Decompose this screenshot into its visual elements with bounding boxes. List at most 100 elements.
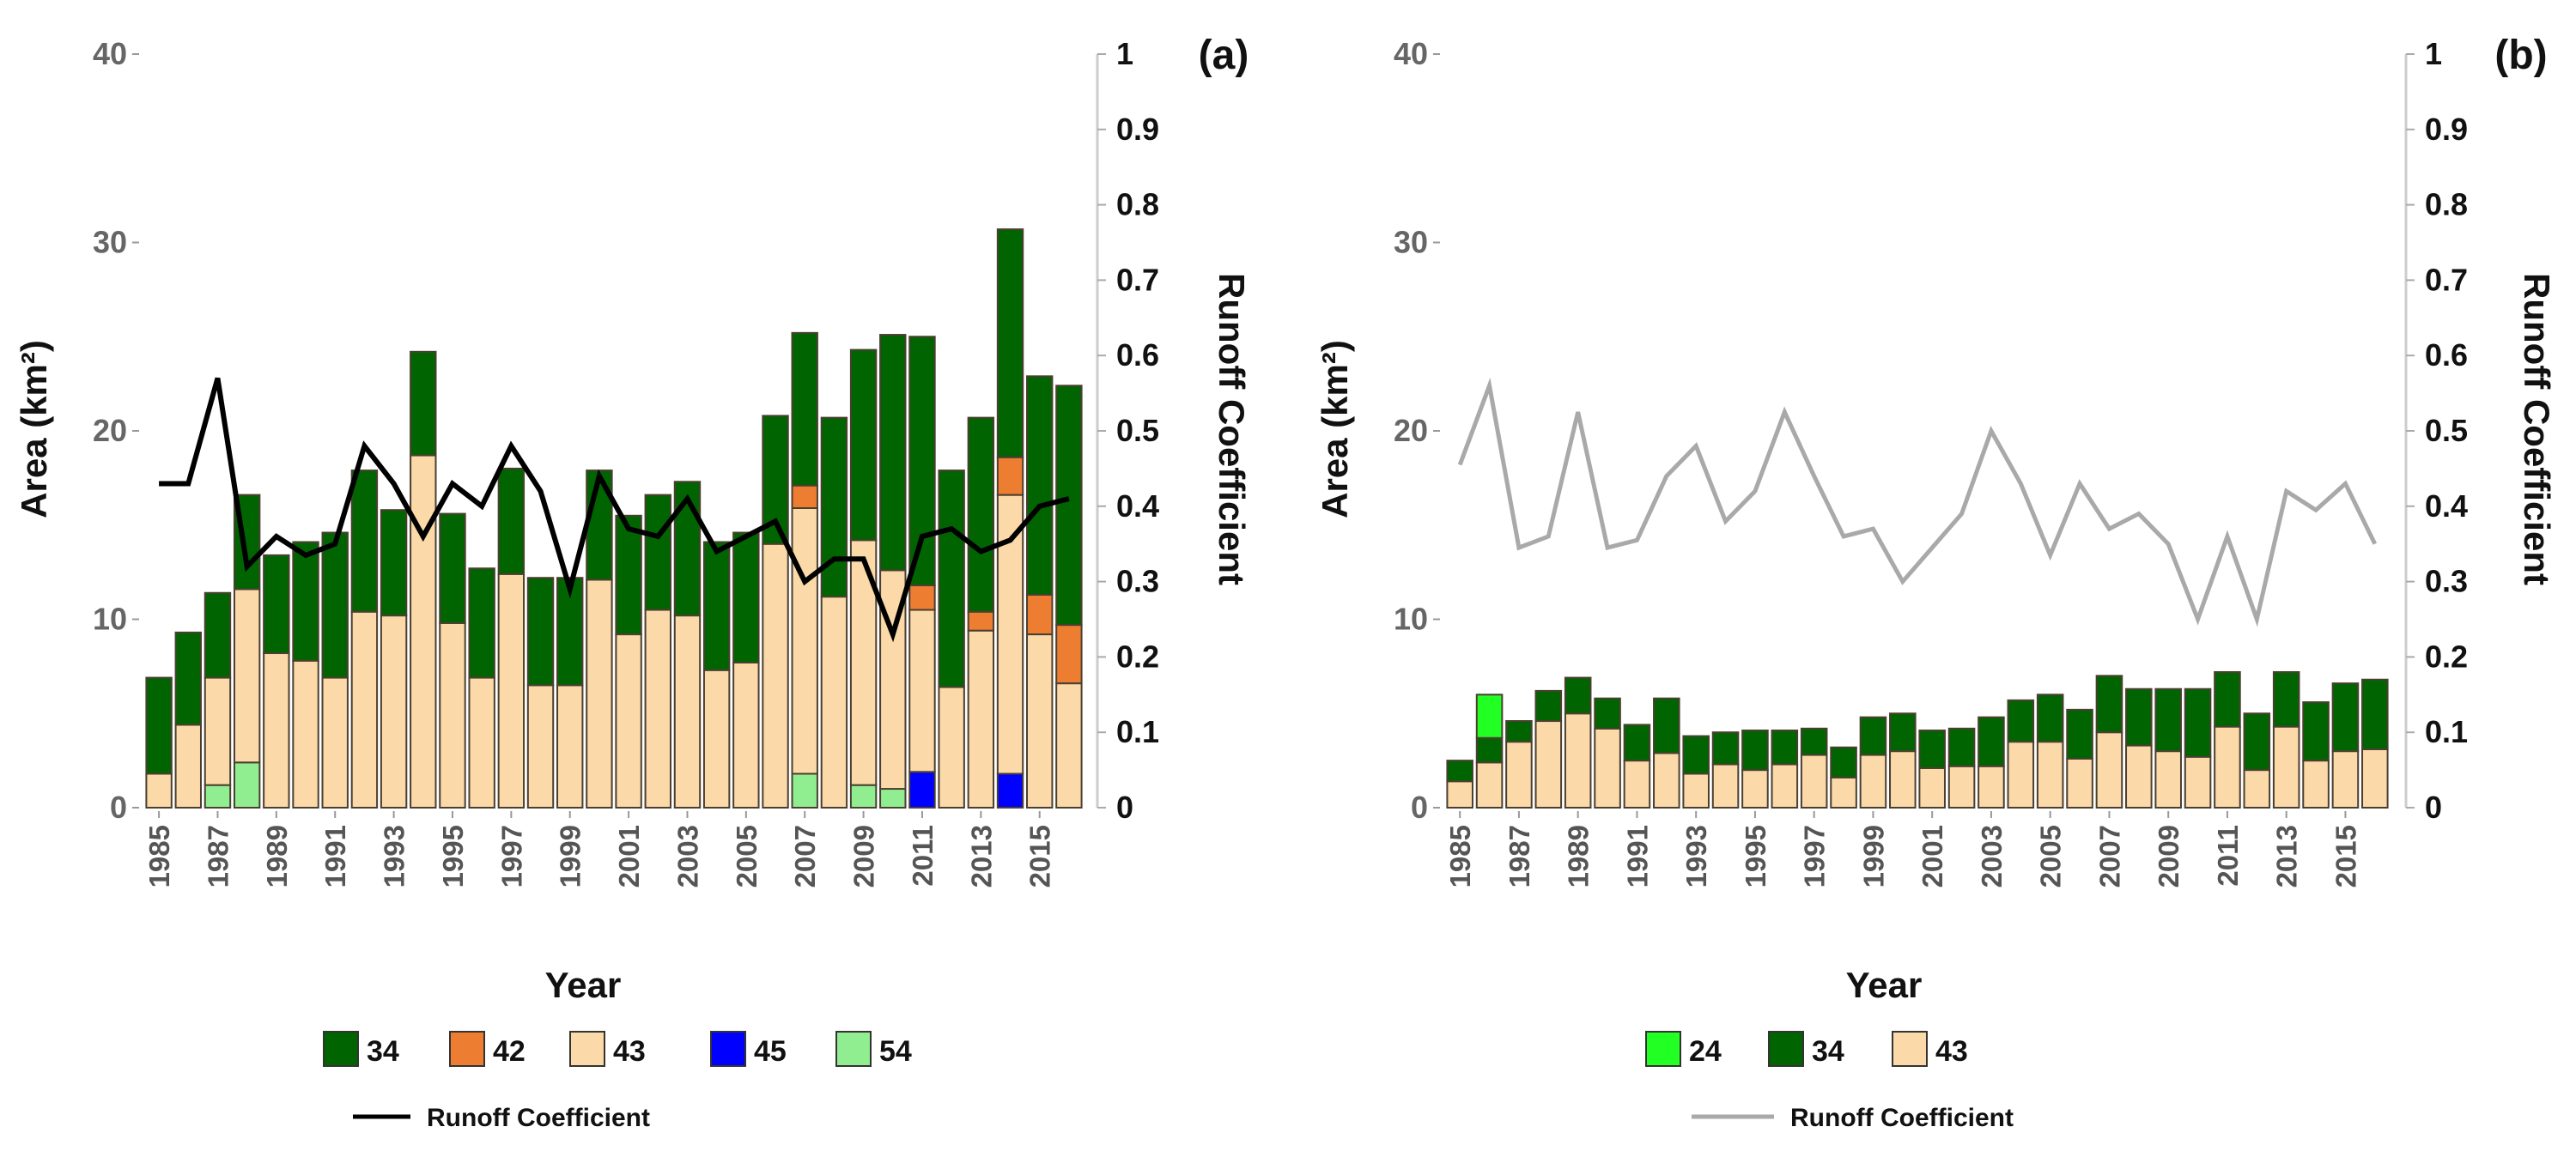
x-tick-label: 2005: [2035, 825, 2067, 887]
bar-segment-43: [292, 659, 319, 809]
y2-tick-label: 0.7: [1116, 262, 1159, 297]
bar-segment-43: [526, 684, 555, 809]
bar-segment-34: [820, 416, 848, 598]
bar-segment-54: [879, 788, 907, 809]
y2-tick-label: 1: [2425, 36, 2442, 71]
bar-segment-43: [2331, 750, 2360, 809]
bar-segment-43: [1978, 765, 2005, 809]
bar-segment-34: [439, 512, 466, 624]
y2-axis-title: Runoff Coefficient: [1212, 273, 1252, 585]
bar-segment-43: [1534, 720, 1563, 809]
y2-tick-label: 0.2: [2425, 639, 2468, 674]
y2-tick-label: 0.4: [2425, 488, 2468, 524]
bar-segment-43: [702, 669, 731, 809]
bar-segment-34: [967, 416, 995, 613]
bar-segment-34: [1859, 716, 1887, 756]
bar-segment-34: [1055, 385, 1083, 627]
bar-segment-43: [1623, 760, 1651, 809]
bar-segment-43: [732, 661, 760, 809]
bar-segment-43: [2214, 725, 2241, 809]
x-tick-label: 2013: [965, 825, 997, 887]
legend-swatch-42: [449, 1031, 485, 1067]
bar-segment-54: [791, 772, 818, 809]
x-tick-label: 1997: [1799, 825, 1831, 887]
y-axis-title: Area (km²): [14, 340, 54, 518]
bar-segment-34: [1978, 716, 2005, 767]
x-tick-label: 2001: [1917, 825, 1948, 887]
bar-segment-24: [1475, 694, 1504, 739]
bar-segment-43: [791, 506, 818, 775]
y2-tick-label: 0.5: [1116, 413, 1159, 448]
bar-segment-43: [2095, 731, 2123, 809]
bar-segment-43: [2243, 769, 2271, 809]
bar-segment-43: [204, 676, 232, 786]
bar-segment-43: [2036, 741, 2064, 809]
bar-segment-34: [1682, 735, 1710, 775]
y2-tick-label: 0.1: [2425, 714, 2468, 749]
y2-tick-label: 0.1: [1116, 714, 1159, 749]
bar-segment-34: [1800, 727, 1828, 756]
bar-segment-42: [908, 584, 936, 611]
bar-segment-54: [849, 784, 878, 809]
bar-segment-43: [1741, 769, 1769, 809]
y-tick-label: 30: [93, 225, 127, 260]
bar-segment-42: [967, 610, 995, 632]
x-tick-label: 2007: [789, 825, 821, 887]
x-tick-label: 2011: [2212, 825, 2244, 887]
x-axis-title: Year: [545, 965, 622, 1005]
x-tick-label: 2003: [671, 825, 703, 887]
bar-segment-34: [644, 494, 671, 611]
bar-segment-42: [1026, 593, 1054, 636]
bar-segment-43: [1653, 752, 1680, 809]
bar-segment-34: [2331, 682, 2360, 753]
runoff-coefficient-line: [159, 377, 1070, 643]
bar-segment-43: [556, 684, 584, 809]
x-tick-label: 2005: [731, 825, 762, 887]
x-tick-label: 2013: [2271, 825, 2303, 887]
bar-segment-43: [233, 588, 261, 764]
x-tick-label: 1991: [1621, 825, 1653, 887]
y2-tick-label: 0: [1116, 790, 1133, 825]
legend-swatch-43: [1892, 1031, 1928, 1067]
bar-segment-34: [996, 228, 1024, 458]
bar-segment-45: [908, 771, 936, 809]
y-tick-label: 10: [93, 602, 127, 637]
bar-segment-34: [1505, 720, 1533, 743]
y2-tick-label: 0.8: [1116, 187, 1159, 222]
bar-segment-43: [1859, 754, 1887, 809]
bar-segment-34: [1534, 689, 1563, 723]
x-tick-label: 1997: [495, 825, 527, 887]
legend-label-54: 54: [879, 1035, 912, 1068]
bar-segment-34: [1475, 736, 1504, 764]
bar-segment-34: [2066, 708, 2093, 760]
bar-segment-42: [996, 456, 1024, 496]
bar-segment-43: [967, 629, 995, 809]
x-tick-label: 1989: [261, 825, 293, 887]
bar-segment-43: [1026, 633, 1054, 809]
y2-tick-label: 0.8: [2425, 187, 2468, 222]
bar-segment-34: [2154, 688, 2182, 753]
legend-label-34: 34: [367, 1035, 399, 1068]
bar-segment-34: [732, 531, 760, 663]
panel-a: 0 10 20 30 40 0 0.1 0.2 0.3 0.4 0.5 0.6 0.7 0.8 0.9 1 19…: [14, 33, 1252, 1132]
bar-segment-43: [615, 633, 642, 809]
bar-segment-43: [380, 615, 408, 809]
bar-segment-34: [1918, 730, 1946, 769]
y2-tick-label: 0.7: [2425, 262, 2468, 297]
x-tick-label: 2011: [907, 825, 939, 887]
bar-segment-43: [321, 676, 349, 809]
panel-label: (a): [1199, 33, 1249, 78]
bar-segment-34: [615, 514, 642, 636]
bar-segment-43: [2125, 744, 2153, 809]
y2-tick-label: 0.3: [1116, 564, 1159, 599]
legend-label-43: 43: [1935, 1035, 1968, 1068]
x-tick-label: 1995: [1740, 825, 1771, 887]
y2-tick-label: 0.6: [1116, 337, 1159, 373]
x-axis-title: Year: [1846, 965, 1923, 1005]
bar-segment-34: [2302, 701, 2330, 762]
bar-segment-43: [2272, 725, 2300, 809]
bar-segment-34: [145, 676, 173, 775]
legend: 34 42 43 45 54 Runoff Coefficient: [323, 1031, 912, 1132]
